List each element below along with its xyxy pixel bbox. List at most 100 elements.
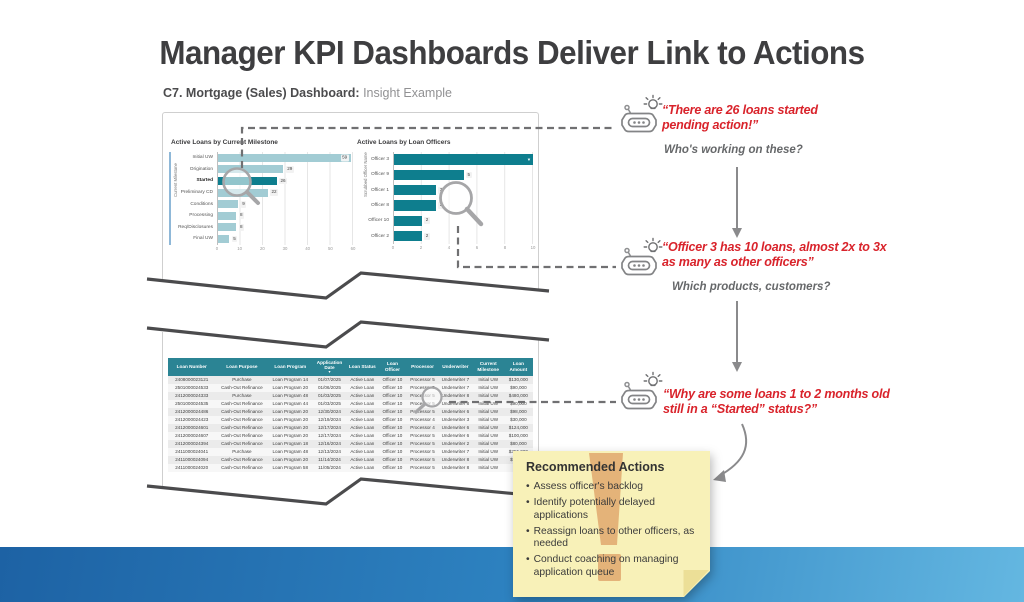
bar (218, 188, 268, 197)
bar-area: ▼ (393, 152, 533, 168)
bar-value-label: 9 (240, 200, 247, 208)
column-header: Loan Number (168, 358, 216, 377)
x-tick: 6 (475, 245, 479, 251)
chart-row: Officer 9 5 (357, 167, 533, 183)
bar (394, 184, 436, 196)
table-cell: Officer 10 (382, 425, 403, 431)
column-header: Loan Program (268, 358, 313, 377)
page-title: Manager KPI Dashboards Deliver Link to A… (159, 34, 865, 71)
table-row: 2412000024394 Cash-Out Refinance Loan Prog… (168, 440, 533, 449)
table-cell: $130,000 (508, 377, 528, 383)
sort-indicator-icon: ▼ (327, 370, 332, 375)
x-tick: 40 (305, 246, 311, 252)
bar-area: 26 (217, 175, 353, 187)
table-cell: 2412000024423 (175, 417, 209, 423)
table-cell: $100,000 (508, 433, 528, 439)
bar-value-label: 29 (285, 165, 294, 173)
table-cell: $30,000 (510, 417, 527, 423)
category-label: Initial UW (192, 155, 213, 161)
bar-value-label: 3 (438, 202, 444, 209)
bar-area: 59 (217, 152, 353, 164)
table-cell: Processor 5 (410, 441, 435, 447)
table-cell: Loan Program 20 (272, 385, 309, 391)
milestone-chart: Active Loans by Current Milestone Curren… (169, 139, 356, 261)
table-cell: 12/13/2024 (317, 449, 341, 455)
category-label: Officer 3 (370, 157, 389, 163)
table-cell: 12/16/2024 (317, 441, 341, 447)
table-cell: Active Loan (350, 385, 375, 391)
table-cell: Officer 10 (382, 385, 403, 391)
table-row: 2412000024601 Cash-Out Refinance Loan Prog… (168, 424, 533, 433)
arrowhead-1 (732, 228, 742, 238)
column-header: Loan Purpose (215, 358, 269, 377)
table-cell: 2412000024394 (175, 441, 209, 447)
dashboard-table-panel: Loan Number Loan Purpose Loan Program Appli… (162, 332, 539, 490)
callout-quote-1: “There are 26 loans started pending acti… (662, 103, 818, 132)
bar-value-label: 8 (238, 223, 245, 231)
table-cell: Underwriter 7 (441, 385, 470, 391)
table-cell: 2411000024020 (175, 465, 209, 470)
table-cell: Loan Program 20 (272, 457, 309, 463)
note-folded-corner (683, 570, 710, 597)
bar (218, 176, 277, 185)
bar-area: 2 (393, 213, 533, 229)
note-title: Recommended Actions (526, 460, 665, 474)
insight-robot-icon-2 (621, 237, 663, 276)
chart-row: Origination 29 (171, 163, 353, 176)
table-cell: Cash-Out Refinance (221, 409, 263, 415)
x-axis-area: 0 10 20 30 40 50 60 (215, 245, 356, 254)
bar-area: 3 (393, 182, 533, 198)
table-cell: Processor 5 (410, 449, 435, 455)
table-cell: 2412000024601 (175, 425, 209, 431)
bar: ▼ (394, 154, 533, 165)
table-cell: 2501000024533 (175, 385, 209, 391)
table-cell: Active Loan (350, 433, 375, 439)
exclamation-watermark (513, 451, 710, 597)
table-cell: Initial UW (478, 465, 499, 470)
note-paper: Recommended Actions • Assess officer's ba… (513, 451, 710, 597)
table-cell: Officer 10 (382, 377, 403, 383)
bar-value-label: 3 (438, 186, 444, 194)
table-cell: Loan Program 20 (272, 409, 309, 415)
table-cell: Processor 5 (410, 401, 435, 407)
table-cell: $480,000 (508, 393, 528, 399)
table-cell: Initial UW (478, 401, 499, 407)
x-axis: 0 2 4 6 8 10 (357, 244, 536, 253)
bar-value-label: 5 (466, 171, 472, 179)
bottom-accent-band (0, 547, 1024, 602)
table-cell: Processor 5 (410, 465, 435, 470)
table-cell: Cash-Out Refinance (221, 425, 263, 431)
bullet-dot: • (526, 481, 530, 492)
table-row: 2411000024041 Purchase Loan Program 48 12/1… (168, 448, 533, 457)
table-cell: Loan Program 48 (272, 449, 309, 455)
table-cell: Loan Program 14 (272, 377, 309, 383)
chart-row: Officer 1 3 (357, 182, 533, 198)
column-header: Loan Amount (503, 358, 533, 377)
category-label: Final UW (193, 236, 213, 242)
category-label: Processing (189, 213, 213, 219)
milestone-chart-plot: Initial UW 59 Origination 29 Started 26 Prelim… (171, 152, 356, 254)
table-cell: Processor 5 (410, 433, 435, 439)
chart-row: Officer 3 ▼ (357, 152, 533, 168)
table-cell: Loan Program 18 (272, 441, 309, 447)
table-cell: Initial UW (478, 441, 499, 447)
chart-row: Officer 8 3 (357, 197, 533, 214)
table-cell: Officer 10 (382, 465, 403, 470)
table-cell: 12/17/2024 (317, 425, 341, 431)
bar-area: 8 (217, 209, 353, 222)
bullet-dot: • (526, 554, 530, 566)
table-cell: Initial UW (478, 457, 499, 463)
table-cell: Active Loan (350, 425, 375, 431)
table-row: 2412000024333 Purchase Loan Program 48 01/0… (168, 392, 533, 401)
x-tick: 0 (391, 245, 395, 251)
table-cell: Underwriter 8 (441, 393, 470, 399)
bar-value-label: 2 (424, 232, 430, 240)
category-label: Preliminary CD (180, 190, 213, 196)
table-cell: 2412000024486 (175, 409, 209, 415)
table-cell: Active Loan (350, 393, 375, 399)
x-tick: 0 (215, 246, 219, 252)
table-cell: Purchase (232, 449, 252, 455)
note-bullet: • Conduct coaching on managing applicatio… (526, 554, 700, 579)
table-cell: 2408000023121 (175, 377, 209, 383)
